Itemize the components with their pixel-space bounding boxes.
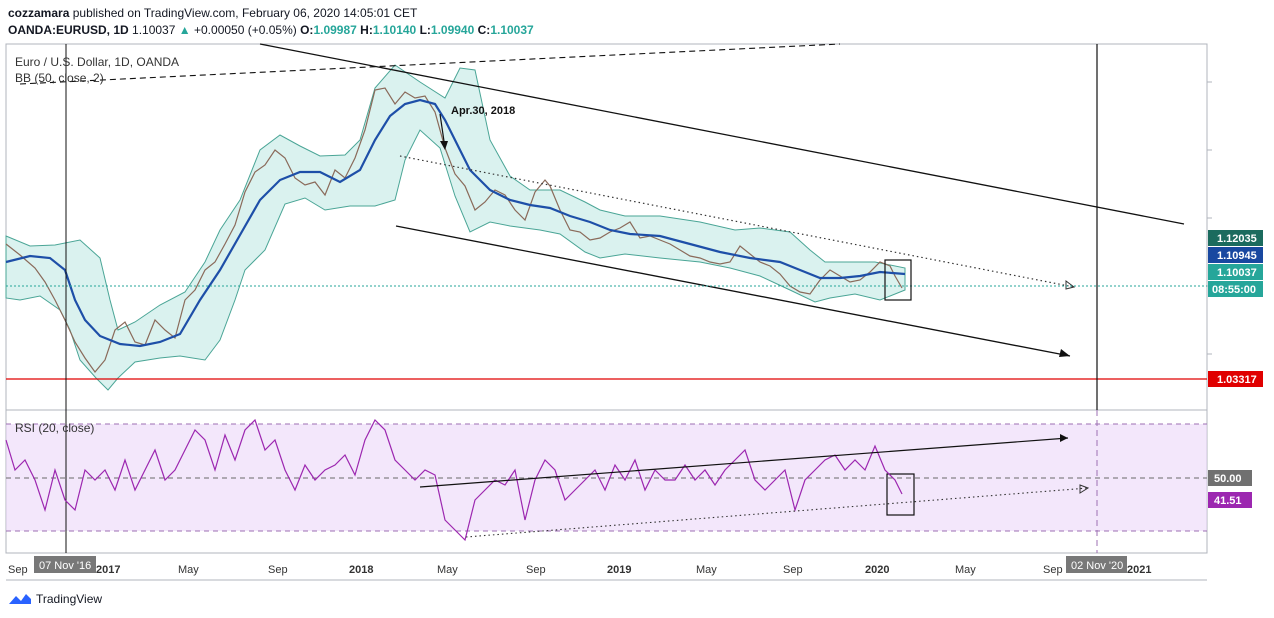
publish-info: cozzamara published on TradingView.com, … bbox=[8, 6, 417, 20]
dotted-projection-arrowhead bbox=[1065, 280, 1076, 290]
time-tick: May bbox=[955, 564, 976, 576]
support-badge bbox=[1208, 371, 1263, 387]
cursor-date-badge-left bbox=[34, 556, 96, 573]
low-value: 1.09940 bbox=[430, 23, 475, 37]
time-tick: May bbox=[178, 564, 199, 576]
cursor-date-left: 07 Nov '16 bbox=[39, 560, 91, 572]
rsi-lower-trendline bbox=[465, 487, 1089, 538]
dashed-top-line bbox=[19, 43, 841, 85]
bb-band-fill bbox=[5, 64, 906, 391]
price-highlight-box[interactable] bbox=[884, 259, 912, 301]
time-tick: May bbox=[696, 564, 717, 576]
ohlc-line: OANDA:EURUSD, 1D 1.10037 ▲ +0.00050 (+0.… bbox=[8, 23, 534, 37]
last-price-badge bbox=[1208, 264, 1263, 280]
change-value: +0.00050 (+0.05%) bbox=[194, 23, 297, 37]
time-tick: Sep bbox=[8, 564, 28, 576]
lower-channel-arrowhead bbox=[1059, 349, 1070, 357]
rsi-upper-trendline bbox=[419, 437, 1069, 488]
last-price: 1.10037 bbox=[132, 23, 176, 37]
upper-channel-line bbox=[259, 43, 1185, 225]
rsi-upper-arrowhead bbox=[1060, 434, 1068, 442]
tradingview-logo-icon[interactable] bbox=[8, 592, 32, 606]
last-price-badge-label: 1.10037 bbox=[1217, 267, 1257, 279]
brand-name[interactable]: TradingView bbox=[36, 592, 103, 606]
time-axis: Sep 2017 May Sep 2018 May Sep 2019 May S… bbox=[8, 564, 1151, 576]
countdown-badge bbox=[1208, 281, 1263, 297]
cursor-date-badge-right bbox=[1066, 556, 1127, 573]
bb-basis-line bbox=[5, 98, 906, 348]
rsi-mid-badge bbox=[1208, 470, 1252, 486]
apr-note: Apr.30, 2018 bbox=[451, 105, 515, 117]
author-name[interactable]: cozzamara bbox=[8, 6, 70, 20]
price-badges: 1.12035 1.10945 1.10037 08:55:00 1.03317… bbox=[1208, 230, 1263, 508]
resistance-badge-label: 1.12035 bbox=[1217, 233, 1257, 245]
time-tick: 2020 bbox=[865, 564, 889, 576]
rsi-value-badge-label: 41.51 bbox=[1214, 495, 1242, 507]
time-tick: Sep bbox=[783, 564, 803, 576]
time-tick: 2019 bbox=[607, 564, 631, 576]
rsi-mid-badge-label: 50.00 bbox=[1214, 473, 1242, 485]
close-value: 1.10037 bbox=[490, 23, 534, 37]
publish-text: published on TradingView.com, February 0… bbox=[72, 6, 418, 20]
support-badge-label: 1.03317 bbox=[1217, 374, 1257, 386]
footer: TradingView bbox=[8, 592, 102, 606]
dotted-projection-line bbox=[399, 155, 1075, 288]
cursor-date-right: 02 Nov '20 bbox=[1071, 560, 1123, 572]
time-tick: Sep bbox=[268, 564, 288, 576]
rsi-highlight-box[interactable] bbox=[886, 473, 915, 516]
lower-channel-line bbox=[395, 225, 1071, 357]
countdown-badge-label: 08:55:00 bbox=[1212, 284, 1256, 296]
high-label: H: bbox=[360, 23, 373, 37]
rsi-value-badge bbox=[1208, 492, 1252, 508]
open-label: O: bbox=[300, 23, 314, 37]
rsi-lower-arrowhead bbox=[1079, 484, 1090, 494]
price-series-line bbox=[5, 87, 903, 373]
bb-basis-badge-label: 1.10945 bbox=[1217, 250, 1257, 262]
bb-basis-badge bbox=[1208, 247, 1263, 263]
time-tick: May bbox=[437, 564, 458, 576]
time-tick: 2018 bbox=[349, 564, 373, 576]
close-label: C: bbox=[477, 23, 491, 37]
time-tick: 2017 bbox=[96, 564, 120, 576]
high-value: 1.10140 bbox=[372, 23, 417, 37]
time-tick: Sep bbox=[526, 564, 546, 576]
low-label: L: bbox=[419, 23, 431, 37]
rsi-legend[interactable]: RSI (20, close) bbox=[15, 421, 94, 435]
apr-arrow-head bbox=[440, 141, 448, 150]
rsi-series-line bbox=[5, 418, 903, 542]
open-value: 1.09987 bbox=[313, 23, 357, 37]
resistance-badge bbox=[1208, 230, 1263, 246]
symbol-label: OANDA:EURUSD, 1D bbox=[8, 23, 129, 37]
time-tick: 2021 bbox=[1127, 564, 1151, 576]
change-arrow-icon: ▲ bbox=[178, 23, 191, 37]
time-tick: Sep bbox=[1043, 564, 1063, 576]
bb-legend[interactable]: BB (50, close, 2) bbox=[15, 71, 104, 85]
instrument-legend[interactable]: Euro / U.S. Dollar, 1D, OANDA bbox=[15, 55, 179, 69]
